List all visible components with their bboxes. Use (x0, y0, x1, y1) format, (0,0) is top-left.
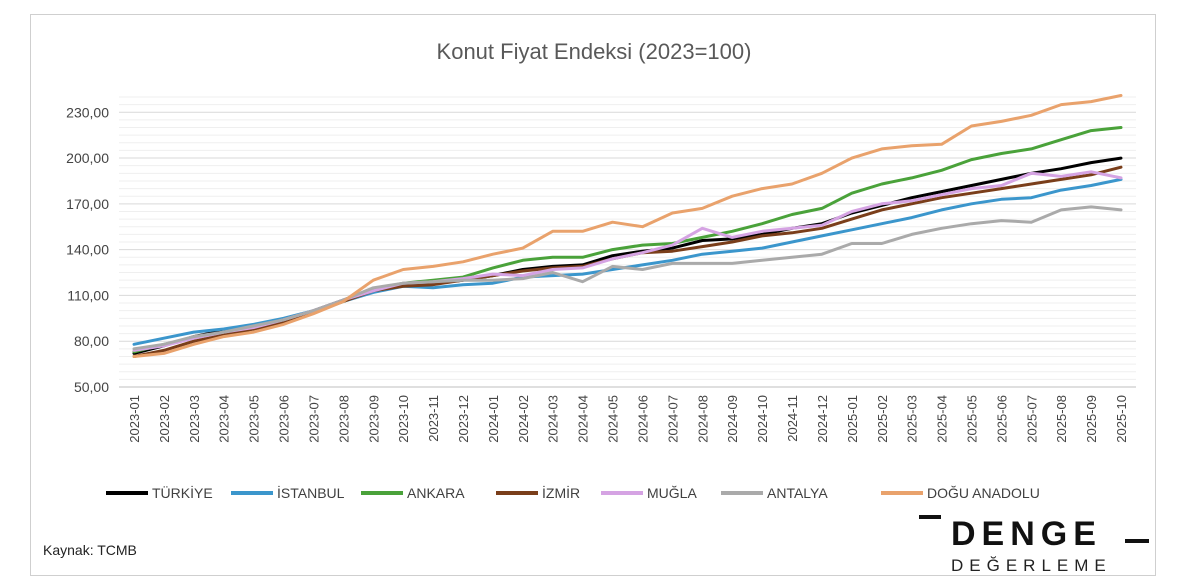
x-tick-label: 2025-04 (935, 395, 950, 443)
x-tick-label: 2024-05 (606, 395, 621, 443)
x-tick-label: 2024-01 (486, 395, 501, 443)
x-tick-label: 2024-03 (546, 395, 561, 443)
x-tick-label: 2024-11 (785, 395, 800, 442)
x-tick-label: 2024-09 (725, 395, 740, 443)
chart-title: Konut Fiyat Endeksi (2023=100) (437, 39, 752, 64)
series-line-doğu-anadolu (132, 94, 1123, 358)
x-tick-label: 2023-12 (456, 395, 471, 443)
brand-name: DENGE (951, 515, 1102, 553)
x-tick-label: 2023-05 (247, 395, 262, 443)
x-tick-label: 2023-09 (366, 395, 381, 443)
x-tick-label: 2023-10 (396, 395, 411, 443)
x-tick-label: 2025-02 (875, 395, 890, 443)
x-tick-label: 2025-10 (1114, 395, 1129, 443)
y-tick-label: 50,00 (74, 379, 109, 395)
x-tick-label: 2025-05 (964, 395, 979, 443)
x-tick-label: 2024-06 (635, 395, 650, 443)
brand-subtitle: DEĞERLEME (951, 556, 1112, 575)
y-tick-label: 140,00 (66, 242, 109, 258)
y-axis: 50,00 80,00 110,00 140,00 170,00 200,00 230,00 (66, 104, 109, 395)
x-tick-label: 2023-03 (187, 395, 202, 443)
x-tick-label: 2023-01 (127, 395, 142, 443)
legend-label: İZMİR (542, 484, 580, 501)
x-tick-label: 2023-08 (336, 395, 351, 443)
y-tick-label: 200,00 (66, 150, 109, 166)
legend-label: TÜRKİYE (152, 484, 213, 501)
x-tick-label: 2024-08 (695, 395, 710, 443)
source-note: Kaynak: TCMB (43, 542, 137, 558)
chart-frame: Konut Fiyat Endeksi (2023=100) 50,00 80,0… (30, 14, 1156, 576)
legend: TÜRKİYE İSTANBUL ANKARA İZMİR MUĞLA ANTALYA DO… (106, 484, 1040, 501)
legend-label: İSTANBUL (277, 484, 345, 501)
x-tick-label: 2025-08 (1054, 395, 1069, 443)
x-tick-label: 2025-09 (1084, 395, 1099, 443)
logo-bar-left (919, 515, 941, 519)
y-tick-label: 170,00 (66, 196, 109, 212)
x-tick-label: 2023-11 (426, 395, 441, 442)
x-tick-label: 2024-04 (576, 395, 591, 443)
legend-label: MUĞLA (647, 485, 697, 501)
legend-label: DOĞU ANADOLU (927, 485, 1040, 501)
gridlines (119, 96, 1136, 388)
x-tick-label: 2024-12 (815, 395, 830, 443)
legend-label: ANTALYA (767, 485, 828, 501)
x-tick-label: 2023-02 (157, 395, 172, 443)
series-line-i̇zmi̇r (132, 165, 1123, 358)
x-tick-label: 2024-07 (665, 395, 680, 443)
y-tick-label: 110,00 (67, 287, 109, 303)
chart: Konut Fiyat Endeksi (2023=100) 50,00 80,0… (43, 39, 1149, 575)
x-axis: 2023-01 2023-02 2023-03 2023-04 2023-05 2023-… (119, 386, 1136, 443)
brand-logo: DENGE DEĞERLEME (919, 515, 1149, 575)
x-tick-label: 2025-06 (994, 395, 1009, 443)
x-tick-label: 2023-06 (277, 395, 292, 443)
x-tick-label: 2023-07 (306, 395, 321, 443)
x-tick-label: 2025-07 (1024, 395, 1039, 443)
logo-bar-right (1125, 539, 1149, 543)
series-lines (132, 94, 1123, 358)
x-tick-label: 2025-01 (845, 395, 860, 443)
x-tick-label: 2024-02 (516, 395, 531, 443)
x-tick-label: 2023-04 (217, 395, 232, 443)
y-tick-label: 230,00 (66, 104, 109, 120)
series-line-antalya (132, 205, 1123, 351)
y-tick-label: 80,00 (74, 333, 109, 349)
x-tick-label: 2025-03 (905, 395, 920, 443)
x-tick-label: 2024-10 (755, 395, 770, 443)
legend-label: ANKARA (407, 485, 465, 501)
